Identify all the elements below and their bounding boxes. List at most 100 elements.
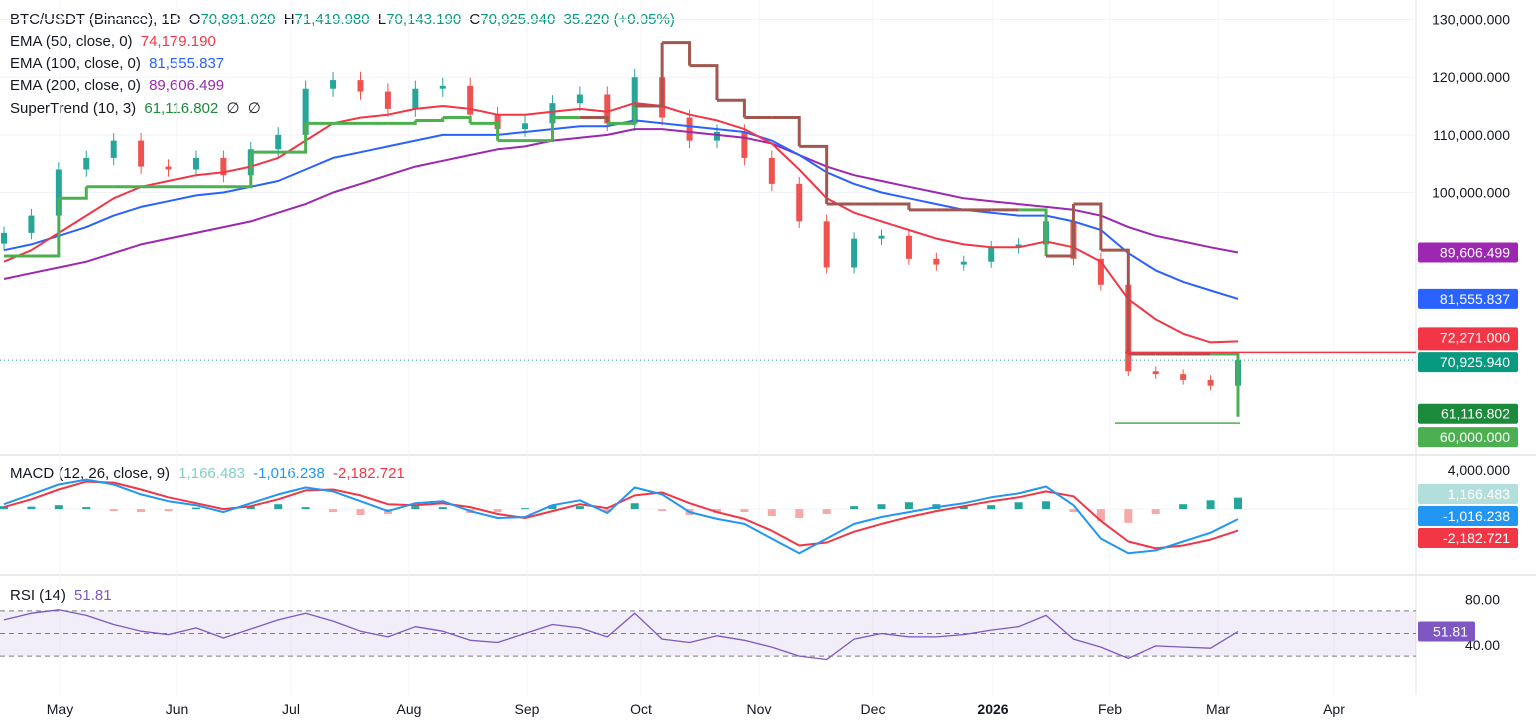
price-badges: 89,606.49981,555.83774,179.19072,271.000… — [1418, 242, 1518, 642]
macd-histogram-bar — [1069, 509, 1078, 513]
badge-background — [1418, 327, 1518, 348]
badge-label: 1,166.483 — [1448, 486, 1510, 502]
macd-label: MACD (12, 26, close, 9) — [10, 465, 171, 482]
macd-histogram-bar — [411, 506, 420, 510]
macd-histogram-bar — [1042, 501, 1051, 510]
chart-grid — [0, 0, 1536, 695]
candle-body — [1180, 374, 1187, 380]
badge-background — [1418, 484, 1518, 504]
rsi-badge: 51.81 — [1418, 621, 1475, 642]
ema200-line — [3, 128, 1239, 280]
supertrend-segment — [1210, 352, 1240, 417]
supertrend-value: 61,116.802 — [144, 100, 219, 117]
candle-body — [988, 247, 995, 262]
supertrend-segment — [799, 144, 829, 205]
badge-label: 60,000.000 — [1440, 429, 1510, 445]
candle-body — [960, 261, 967, 265]
macd-histogram-bar — [191, 507, 200, 510]
month-tick-label: 2026 — [977, 701, 1008, 717]
badge-background — [1418, 352, 1518, 373]
supertrend-segment — [662, 41, 692, 66]
price-tick-label: 100,000.000 — [1432, 185, 1510, 201]
month-tick-label: Jun — [166, 701, 189, 717]
candle-body — [741, 131, 748, 158]
macd-histogram-bar — [27, 506, 36, 510]
ema50-legend: EMA (50, close, 0) 74,179.190 — [10, 33, 220, 50]
macd-line-value: -1,016.238 — [253, 465, 325, 482]
macd-histogram-bar — [1206, 500, 1215, 510]
macd-tick-label: 4,000.000 — [1448, 462, 1510, 478]
price-badge: 70,925.940 — [1418, 352, 1518, 373]
axes: 130,000.000 120,000.000 110,000.000 100,000… — [47, 12, 1510, 717]
ema200-label: EMA (200, close, 0) — [10, 77, 141, 94]
badge-background — [1418, 403, 1518, 424]
macd-histogram-bar — [246, 506, 255, 510]
candle-body — [1207, 379, 1214, 386]
supertrend-segment — [525, 117, 554, 143]
supertrend-segment — [1073, 202, 1103, 251]
macd-histogram-bar — [1124, 509, 1133, 523]
macd-line — [3, 478, 1239, 555]
candle-body — [384, 91, 391, 109]
badge-background — [1418, 427, 1518, 448]
macd-histogram-bar — [822, 509, 831, 515]
candle-body — [138, 140, 145, 167]
price-badge: 81,555.837 — [1418, 288, 1518, 309]
price-badge: 60,000.000 — [1418, 427, 1518, 448]
ema100-value: 81,555.837 — [149, 55, 225, 72]
month-tick-label: Feb — [1098, 701, 1122, 717]
macd-histogram-bar — [767, 509, 776, 516]
macd-histogram-bar — [274, 504, 283, 510]
macd-histogram-bar — [438, 507, 447, 510]
candle-body — [851, 238, 858, 268]
macd-pane — [0, 478, 1416, 555]
candle-body — [933, 258, 940, 265]
candle-body — [110, 140, 117, 158]
price-tick-label: 120,000.000 — [1432, 69, 1510, 85]
macd-histogram-bar — [521, 508, 530, 510]
candle-body — [1152, 371, 1159, 375]
badge-label: 89,606.499 — [1440, 244, 1510, 260]
supertrend-segment — [1046, 204, 1075, 258]
macd-histogram-bar — [0, 506, 8, 510]
candle-body — [357, 80, 364, 92]
price-badge: 1,166.483 — [1418, 484, 1518, 504]
supertrend-segment — [223, 152, 253, 189]
badge-label: 51.81 — [1433, 623, 1468, 639]
badge-label: 72,271.000 — [1440, 329, 1510, 345]
rsi-pane — [0, 609, 1416, 661]
price-badge: 61,116.802 — [1418, 403, 1518, 424]
macd-histogram-bar — [630, 503, 639, 510]
candle-body — [192, 157, 199, 170]
price-badge: 72,271.000 — [1418, 327, 1518, 348]
supertrend-label: SuperTrend (10, 3) — [10, 100, 137, 117]
supertrend-segment — [1100, 248, 1130, 354]
candle-body — [905, 235, 912, 259]
month-tick-label: Jul — [282, 701, 300, 717]
ema50-value: 74,179.190 — [140, 33, 216, 50]
badge-background — [1418, 528, 1518, 548]
candle-body — [1097, 258, 1104, 285]
rsi-value-legend: 51.81 — [74, 587, 112, 604]
badge-label: 70,925.940 — [1440, 354, 1510, 370]
month-tick-label: Mar — [1206, 701, 1230, 717]
badge-label: 81,555.837 — [1440, 291, 1510, 307]
macd-histogram-bar — [301, 507, 310, 510]
macd-histogram-bar — [1096, 509, 1105, 521]
badge-background — [1418, 242, 1518, 263]
ema100-legend: EMA (100, close, 0) 81,555.837 — [10, 55, 228, 72]
macd-histogram-bar — [109, 509, 118, 512]
badge-label: 61,116.802 — [1441, 406, 1510, 422]
supertrend-segment — [689, 64, 719, 101]
macd-histogram-bar — [356, 509, 365, 516]
badge-label: -2,182.721 — [1443, 530, 1510, 546]
candle-body — [330, 80, 337, 89]
macd-histogram-bar — [575, 506, 584, 510]
candle-body — [522, 123, 529, 130]
macd-histogram-bar — [850, 506, 859, 510]
rsi-tick-label: 80.00 — [1465, 592, 1500, 608]
candle-body — [220, 157, 227, 176]
price-badge: -2,182.721 — [1418, 528, 1518, 548]
macd-histogram-bar — [1234, 497, 1242, 510]
